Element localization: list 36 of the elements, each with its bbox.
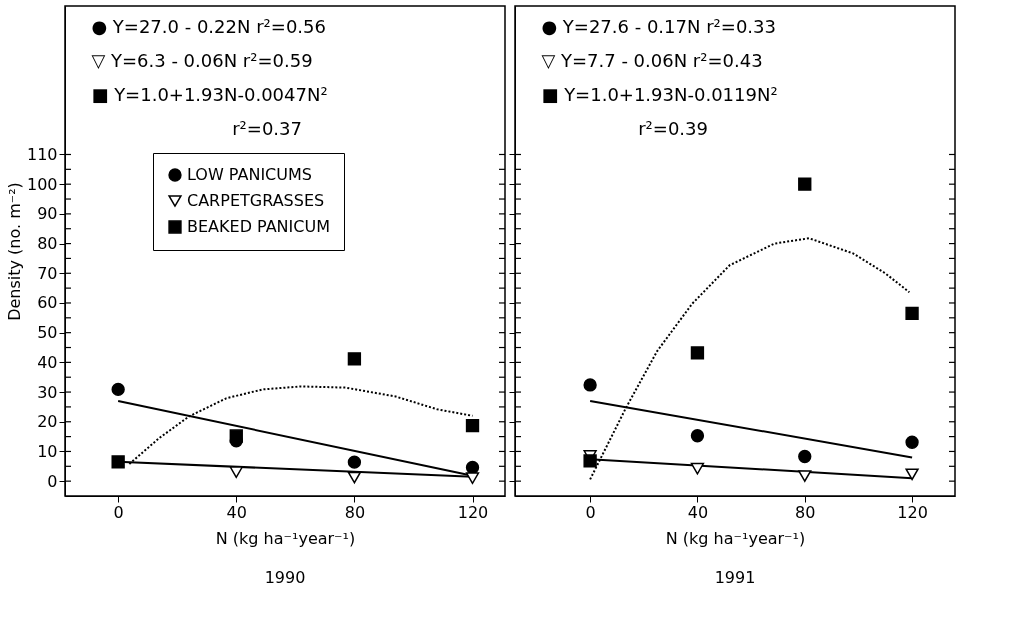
y-tick-label: 90 <box>37 204 58 224</box>
legend-label: CARPETGRASSES <box>187 191 325 210</box>
x-axis-title: N (kg ha⁻¹year⁻¹) <box>215 528 356 548</box>
x-tick-label: 80 <box>344 502 366 522</box>
x-tick-label: 0 <box>585 502 596 522</box>
annotation: ■ Y=1.0+1.93N-0.0047N² <box>91 84 328 105</box>
y-tick-label: 70 <box>37 263 58 283</box>
y-tick-label: 40 <box>37 352 58 372</box>
x-axis-title: N (kg ha⁻¹year⁻¹) <box>665 528 806 548</box>
text: 1991 <box>714 568 756 587</box>
y-tick-label: 110 <box>26 144 58 164</box>
annotation: ▽ Y=6.3 - 0.06N r²=0.59 <box>91 50 313 71</box>
annotation: ▽ Y=7.7 - 0.06N r²=0.43 <box>541 50 763 71</box>
legend-label: LOW PANICUMS <box>187 165 312 184</box>
text: 1990 <box>264 568 306 587</box>
y-tick-label: 30 <box>37 382 58 402</box>
y-tick-label: 10 <box>37 441 58 461</box>
x-tick-label: 120 <box>897 502 928 522</box>
annotation: r²=0.37 <box>232 118 302 139</box>
annotation: ■ Y=1.0+1.93N-0.0119N² <box>541 84 778 105</box>
x-tick-label: 0 <box>113 502 124 522</box>
legend-label: BEAKED PANICUM <box>187 217 330 236</box>
x-tick-label: 120 <box>457 502 489 522</box>
x-tick-label: 40 <box>226 502 247 522</box>
y-tick-label: 20 <box>37 412 58 432</box>
y-tick-label: 100 <box>26 174 58 194</box>
y-tick-label: 50 <box>37 323 58 343</box>
x-tick-label: 80 <box>795 502 816 522</box>
y-tick-label: 60 <box>37 293 58 313</box>
y-tick-label: 0 <box>47 471 58 491</box>
y-tick-label: 80 <box>37 234 58 254</box>
annotation: ● Y=27.0 - 0.22N r²=0.56 <box>91 16 326 37</box>
annotation: ● Y=27.6 - 0.17N r²=0.33 <box>541 16 776 37</box>
y-axis-title: Density (no. m⁻²) <box>4 182 24 321</box>
annotation: r²=0.39 <box>638 118 708 139</box>
x-tick-label: 40 <box>687 502 709 522</box>
